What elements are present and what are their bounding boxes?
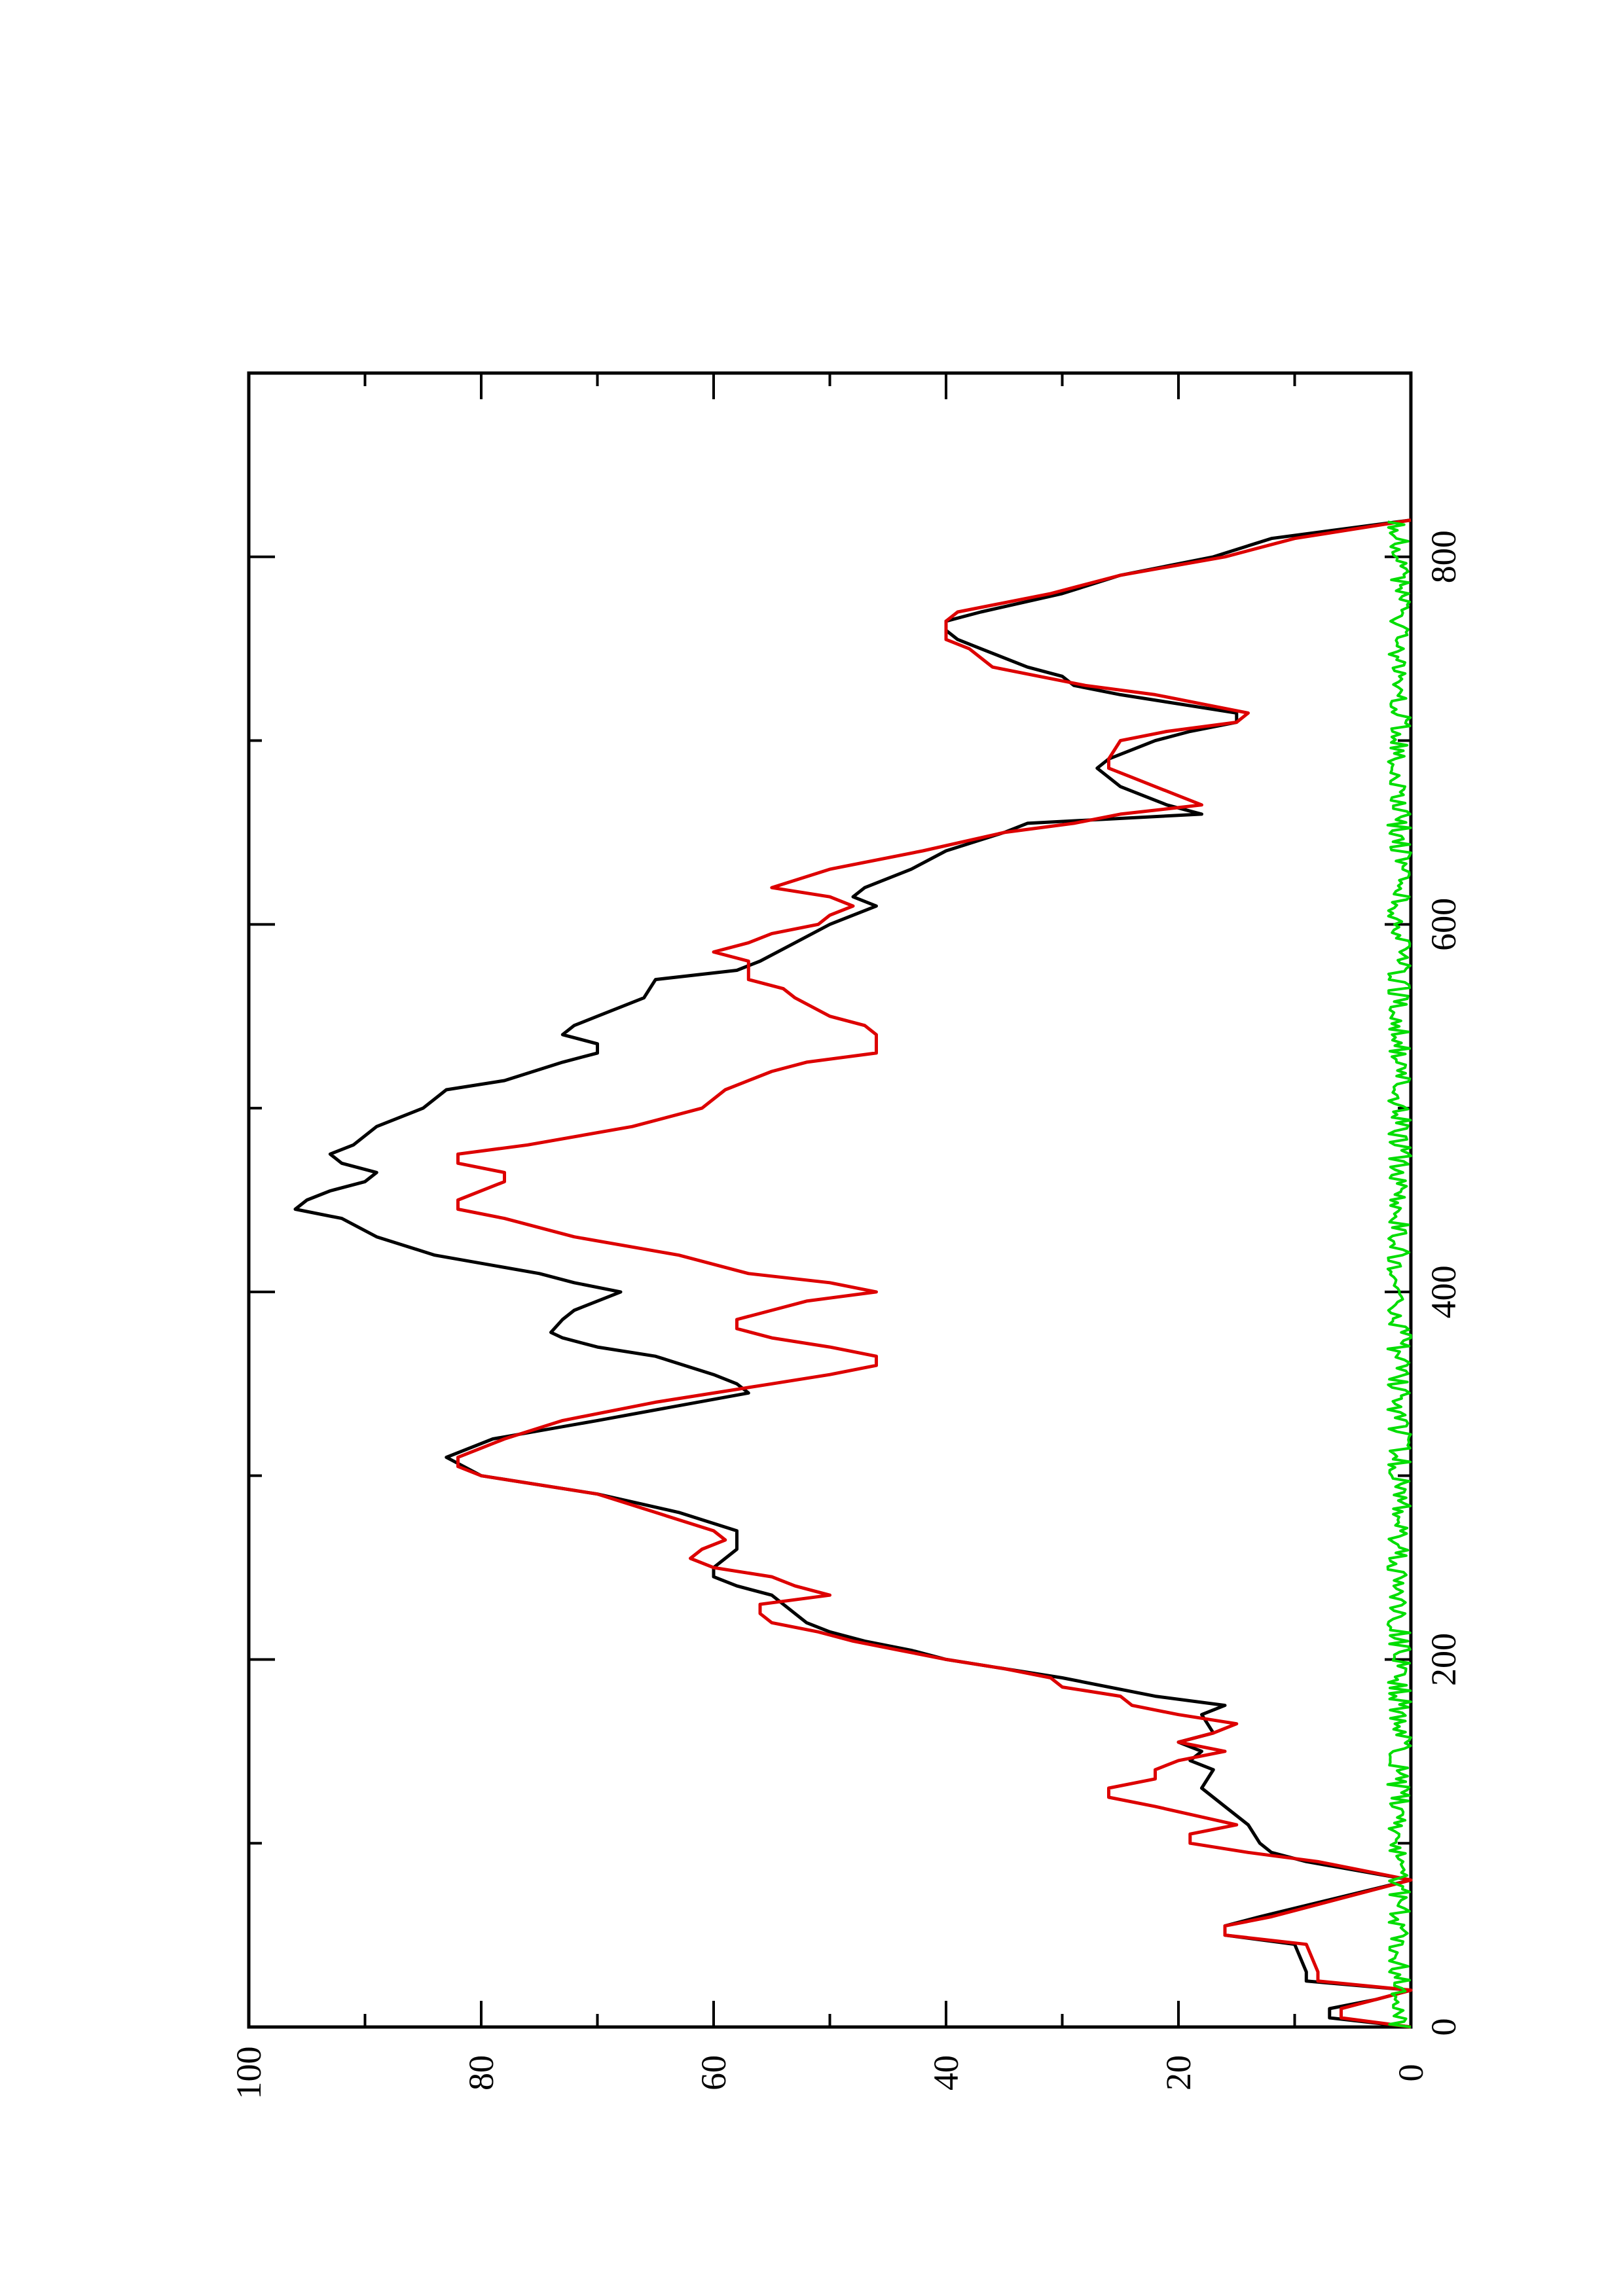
x-tick-label: 800 bbox=[1424, 530, 1463, 583]
series-line-2 bbox=[456, 518, 1413, 2029]
x-tick-label: 200 bbox=[1424, 1633, 1463, 1686]
series-layer bbox=[293, 518, 1413, 2029]
x-tick-label: 0 bbox=[1424, 2018, 1463, 2036]
y-tick-label: 20 bbox=[1159, 2055, 1198, 2090]
y-tick-label: 60 bbox=[694, 2055, 733, 2090]
axis-tick-labels: 0 200 400 600 800 0 20 40 60 80 100 bbox=[229, 530, 1463, 2099]
x-tick-label: 600 bbox=[1424, 898, 1463, 951]
series-line-3 bbox=[1386, 520, 1412, 2028]
y-tick-label: 80 bbox=[462, 2055, 501, 2090]
y-tick-label: 0 bbox=[1391, 2064, 1431, 2082]
plot-frame bbox=[247, 371, 1413, 2029]
y-tick-label: 40 bbox=[926, 2055, 966, 2090]
series-line-1 bbox=[293, 518, 1413, 2029]
axis-ticks bbox=[247, 373, 1412, 2028]
x-tick-label: 400 bbox=[1424, 1265, 1463, 1318]
y-tick-label: 100 bbox=[229, 2047, 268, 2100]
